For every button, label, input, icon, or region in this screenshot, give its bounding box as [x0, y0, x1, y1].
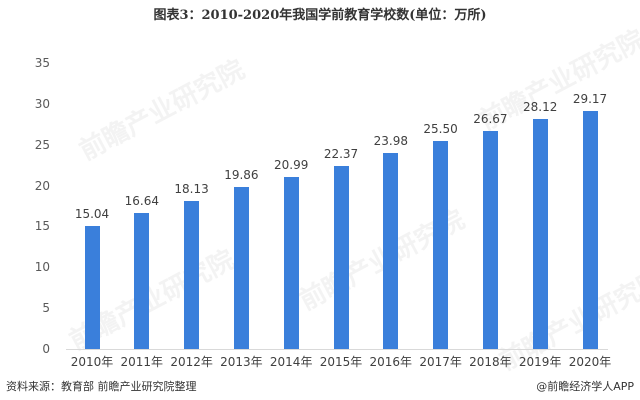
bar-value-label: 15.04 — [74, 207, 110, 222]
x-tick-label: 2017年 — [419, 355, 462, 369]
bar-value-label: 28.12 — [523, 100, 558, 115]
bar — [482, 131, 498, 349]
bar-value-label: 26.67 — [473, 112, 508, 127]
bar — [134, 213, 150, 349]
bar-value-label: 20.99 — [274, 158, 309, 173]
x-tick-label: 2010年 — [70, 355, 114, 369]
x-tick-label: 2019年 — [518, 355, 562, 369]
y-tick-label: 35 — [34, 56, 50, 70]
x-tick-label: 2011年 — [120, 355, 164, 369]
y-tick-label: 30 — [34, 96, 50, 111]
x-axis-line — [66, 349, 608, 350]
x-tick-label: 2012年 — [170, 355, 213, 369]
bar — [184, 200, 200, 349]
bar — [582, 110, 598, 349]
x-tick-label: 2020年 — [568, 355, 612, 369]
bar-value-label: 16.64 — [124, 194, 159, 209]
bar — [532, 119, 548, 349]
bar-value-label: 29.17 — [572, 91, 608, 106]
bar-value-label: 25.50 — [423, 121, 458, 136]
bar-value-label: 18.13 — [174, 181, 209, 196]
bar — [233, 186, 249, 349]
x-tick-label: 2016年 — [369, 355, 413, 369]
bar — [333, 166, 349, 349]
y-tick-label: 20 — [34, 178, 50, 193]
y-tick-label: 5 — [42, 301, 50, 316]
credit-note: @前瞻经济学人APP — [536, 380, 634, 393]
bar — [283, 177, 299, 349]
bar-value-label: 19.86 — [224, 167, 259, 182]
x-tick-label: 2015年 — [319, 355, 363, 369]
y-tick-label: 25 — [34, 137, 50, 152]
bar — [433, 140, 449, 349]
y-tick-label: 0 — [42, 342, 50, 356]
bar — [383, 153, 399, 349]
bar-value-label: 23.98 — [373, 134, 408, 149]
x-tick-label: 2018年 — [469, 355, 512, 369]
source-note: 资料来源：教育部 前瞻产业研究院整理 — [6, 380, 197, 393]
bar — [84, 226, 100, 349]
chart-title: 图表3：2010-2020年我国学前教育学校数(单位：万所) — [153, 8, 487, 23]
x-tick-label: 2013年 — [220, 355, 263, 369]
y-tick-label: 10 — [34, 260, 50, 275]
y-tick-label: 15 — [34, 219, 50, 234]
bar-value-label: 22.37 — [323, 147, 359, 162]
x-tick-label: 2014年 — [269, 355, 313, 369]
